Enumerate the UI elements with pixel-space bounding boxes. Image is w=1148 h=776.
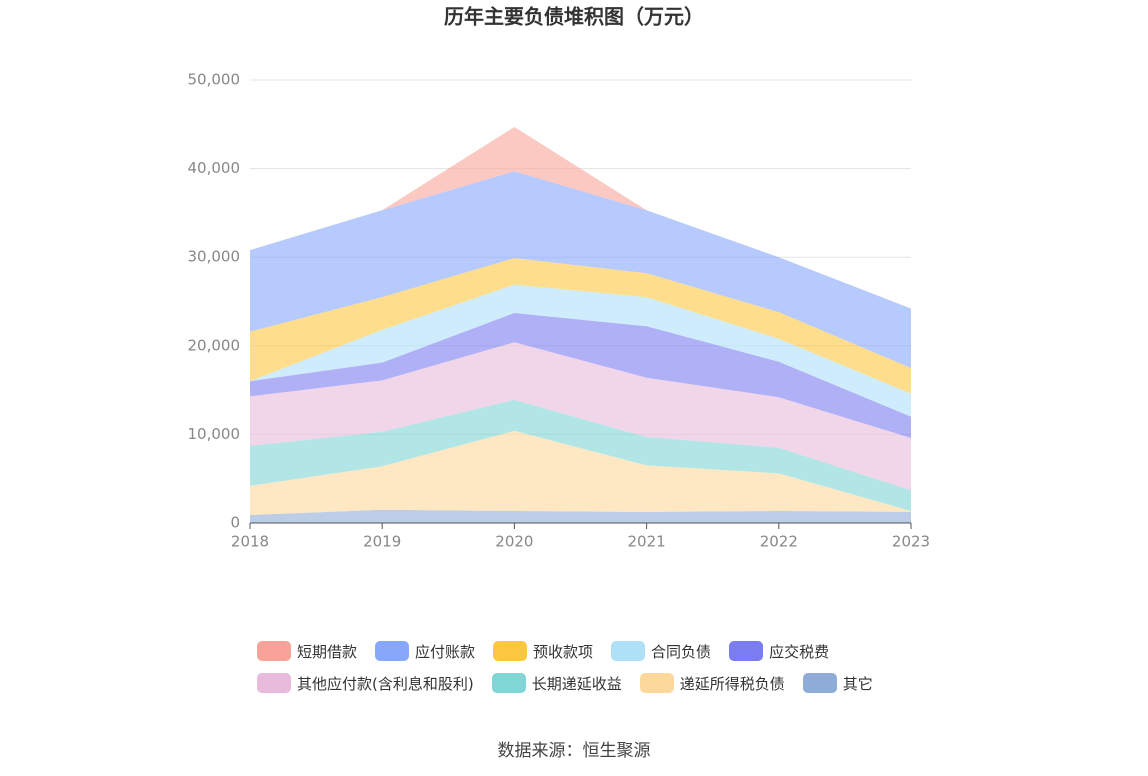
legend-item[interactable]: 合同负债: [611, 640, 711, 662]
area: [250, 284, 911, 417]
legend-swatch: [257, 641, 291, 661]
y-tick-label: 30,000: [188, 248, 241, 266]
legend-item[interactable]: 其它: [802, 672, 873, 694]
legend-item[interactable]: 短期借款: [257, 640, 357, 662]
legend: 短期借款 应付账款 预收款项 合同负债 应交税费其他应付款(含利息和股利) 长期递延收益 递…: [257, 640, 907, 694]
legend-label: 应交税费: [769, 642, 830, 661]
legend-item[interactable]: 长期递延收益: [491, 672, 622, 694]
legend-label: 长期递延收益: [531, 674, 622, 693]
legend-item[interactable]: 递延所得税负债: [639, 672, 785, 694]
legend-swatch: [375, 641, 410, 661]
x-tick-label: 2021: [628, 533, 666, 551]
y-tick-label: 40,000: [188, 159, 241, 177]
legend-label: 其它: [842, 674, 873, 693]
y-tick-label: 10,000: [188, 425, 241, 443]
area: [250, 399, 911, 512]
legend-label: 递延所得税负债: [679, 674, 785, 693]
legend-label: 短期借款: [297, 642, 358, 661]
legend-swatch: [493, 641, 528, 661]
area: [250, 430, 911, 516]
legend-label: 预收款项: [533, 642, 594, 661]
area: [250, 171, 911, 368]
source: 数据来源：恒生聚源: [497, 741, 651, 761]
area: [250, 258, 911, 394]
y-tick-label: 50,000: [188, 71, 241, 89]
legend-swatch: [639, 673, 674, 693]
area: [250, 509, 911, 523]
legend-swatch: [491, 673, 526, 693]
x-tick-label: 2022: [760, 533, 798, 551]
area: [250, 313, 911, 438]
legend-item[interactable]: 预收款项: [493, 640, 593, 662]
y-tick-label: 0: [230, 514, 240, 532]
legend-item[interactable]: 应交税费: [729, 640, 829, 662]
legend-item[interactable]: 其他应付款(含利息和股利): [257, 672, 474, 694]
legend-label: 应付账款: [415, 642, 476, 661]
x-tick-label: 2020: [495, 533, 533, 551]
legend-swatch: [802, 673, 837, 693]
x-tick-label: 2018: [231, 533, 269, 551]
area: [250, 342, 911, 491]
legend-swatch: [729, 641, 764, 661]
legend-swatch: [257, 673, 291, 693]
legend-label: 合同负债: [651, 642, 712, 661]
y-tick-label: 20,000: [188, 336, 241, 354]
legend-item[interactable]: 应付账款: [375, 640, 475, 662]
legend-swatch: [611, 641, 646, 661]
legend-label: 其他应付款(含利息和股利): [297, 674, 474, 693]
x-tick-label: 2023: [892, 533, 930, 551]
x-tick-label: 2019: [363, 533, 401, 551]
chart-title: 历年主要负债堆积图（万元）: [444, 5, 704, 29]
